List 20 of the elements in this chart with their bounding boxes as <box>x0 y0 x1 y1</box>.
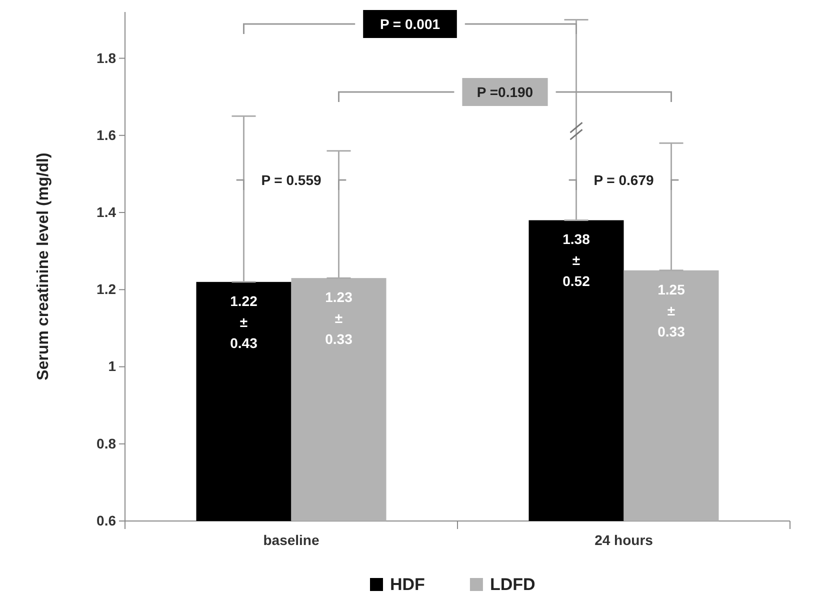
data-label: 1.38 ± 0.52 <box>562 231 590 290</box>
y-tick-label: 1.2 <box>96 281 116 298</box>
x-tick-label: baseline <box>263 532 320 548</box>
legend-label: LDFD <box>490 575 536 594</box>
y-tick-label: 1.4 <box>96 204 116 220</box>
y-tick-label: 1.6 <box>96 126 116 143</box>
y-tick-label: 0.8 <box>96 435 116 452</box>
annotation: P = 0.001 <box>380 16 440 32</box>
y-axis-title: Serum creatinine level (mg/dl) <box>35 152 52 380</box>
annotation: P = 0.679 <box>594 172 654 188</box>
y-tick-label: 1 <box>108 358 116 374</box>
annotation: P = 0.559 <box>261 172 322 188</box>
y-tick-label: 0.6 <box>96 512 116 528</box>
legend-label: HDF <box>390 575 425 594</box>
data-label: 1.25 ± 0.33 <box>658 281 686 340</box>
data-label: 1.22 ± 0.43 <box>230 292 258 351</box>
y-tick-label: 1.8 <box>96 50 116 66</box>
x-tick-label: 24 hours <box>594 532 654 548</box>
data-label: 1.23 ± 0.33 <box>325 289 353 348</box>
annotation: P =0.190 <box>476 84 534 100</box>
